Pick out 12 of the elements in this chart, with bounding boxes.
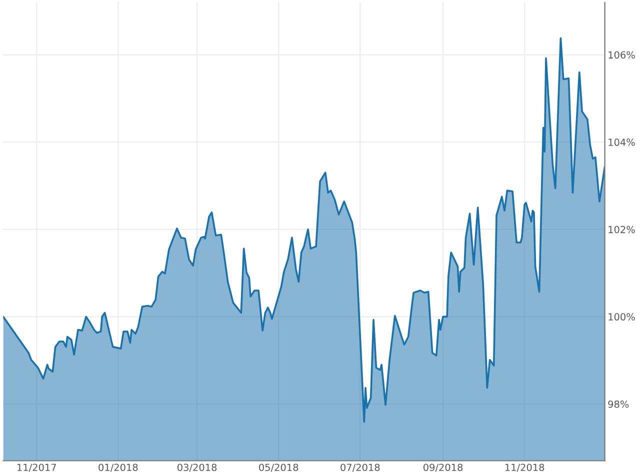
x-tick-label: 11/2018 [505, 464, 544, 472]
x-tick-label: 11/2017 [17, 464, 56, 472]
x-tick-label: 03/2018 [177, 464, 217, 472]
x-tick-label: 07/2018 [340, 464, 380, 472]
y-tick-label: 106% [608, 51, 635, 59]
y-tick-label: 104% [608, 138, 635, 146]
x-tick-label: 05/2018 [259, 464, 298, 472]
y-tick-label: 100% [608, 313, 635, 321]
x-tick-label: 01/2018 [98, 464, 138, 472]
y-tick-label: 98% [608, 400, 629, 408]
x-tick-label: 09/2018 [423, 464, 463, 472]
y-tick-label: 102% [608, 226, 635, 234]
